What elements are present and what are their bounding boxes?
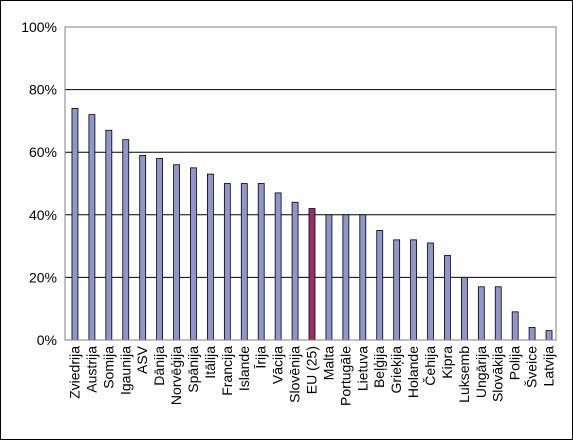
x-tick-label: Austrija (83, 346, 99, 393)
bar-grie-ija (393, 239, 401, 341)
x-tick-label: Dānija (151, 346, 167, 386)
bar-slov-kija (494, 286, 502, 341)
x-tick-label: Ungārija (473, 346, 489, 398)
x-tick-label: Grieķija (388, 346, 404, 394)
bar-polija (511, 311, 519, 341)
bar-kipra (444, 255, 451, 341)
x-tick-label: Malta (320, 346, 336, 380)
bar-d-nija (156, 158, 164, 341)
y-tick-label: 80% (29, 82, 57, 98)
bar-luksemb (460, 276, 468, 341)
x-tick-label: Itālija (202, 346, 218, 379)
x-tick-label: Kipra (439, 346, 455, 379)
bar-eu-25- (308, 208, 316, 341)
bar--ehija (427, 242, 434, 341)
bar-sp-nija (190, 167, 197, 341)
x-tick-label: Latvija (541, 346, 557, 387)
y-tick-label: 20% (29, 269, 57, 285)
bar-be-ija (376, 230, 384, 341)
x-tick-label: Holande (405, 346, 421, 398)
x-tick-label: Portugāle (337, 346, 353, 406)
y-tick-label: 0% (37, 332, 57, 348)
bar-lietuva (359, 214, 367, 341)
y-axis-ticks: 0% 20% 40% 60% 80% 100% (21, 19, 57, 348)
bar-francija (223, 183, 231, 341)
bar-it-lija (207, 173, 214, 341)
x-tick-label: Īrija (253, 346, 269, 369)
bar-islande (240, 183, 248, 341)
bar-somija (105, 129, 113, 341)
x-tick-label: Beļģija (371, 346, 387, 388)
bar-asv (139, 154, 147, 341)
x-tick-label: Francija (219, 346, 235, 396)
bar-zviedrija (71, 107, 79, 341)
x-tick-label: Šveice (524, 346, 540, 388)
x-tick-label: Igaunija (117, 346, 133, 395)
bars (71, 107, 553, 341)
bar--veice (528, 327, 536, 341)
x-tick-label: Slovākija (490, 346, 506, 402)
x-axis-labels: Zviedrija Austrija Somija Igaunija ASV Dānija… (66, 345, 556, 406)
x-tick-label: Čehija (422, 346, 438, 386)
x-tick-label: Zviedrija (66, 346, 82, 399)
x-tick-label: EU (25) (304, 346, 320, 394)
bar--rija (257, 183, 265, 341)
x-tick-label: Islande (236, 346, 252, 391)
bar-malta (325, 214, 333, 341)
plot-area-frame (64, 26, 557, 341)
bar-portug-le (342, 214, 350, 341)
bar-latvija (545, 330, 553, 341)
x-tick-label: Vācija (270, 346, 286, 384)
bar-norv-ija (173, 164, 180, 341)
x-tick-label: Slovēnija (287, 346, 303, 403)
bar-holande (410, 239, 417, 341)
bar-slov-nija (291, 201, 299, 341)
bar-igaunija (122, 139, 130, 341)
y-tick-label: 100% (21, 19, 57, 35)
x-tick-label: Luksemb (456, 346, 472, 403)
x-tick-label: ASV (134, 345, 150, 374)
bar-ung-rija (477, 286, 485, 341)
bar-v-cija (274, 192, 282, 341)
y-tick-label: 40% (29, 207, 57, 223)
bar-austrija (88, 114, 96, 341)
y-tick-label: 60% (29, 144, 57, 160)
x-tick-label: Lietuva (354, 346, 370, 391)
x-tick-label: Spānija (185, 346, 201, 393)
x-tick-label: Somija (100, 346, 116, 389)
x-tick-label: Polija (507, 346, 523, 380)
x-tick-label: Norvēģija (168, 346, 184, 405)
